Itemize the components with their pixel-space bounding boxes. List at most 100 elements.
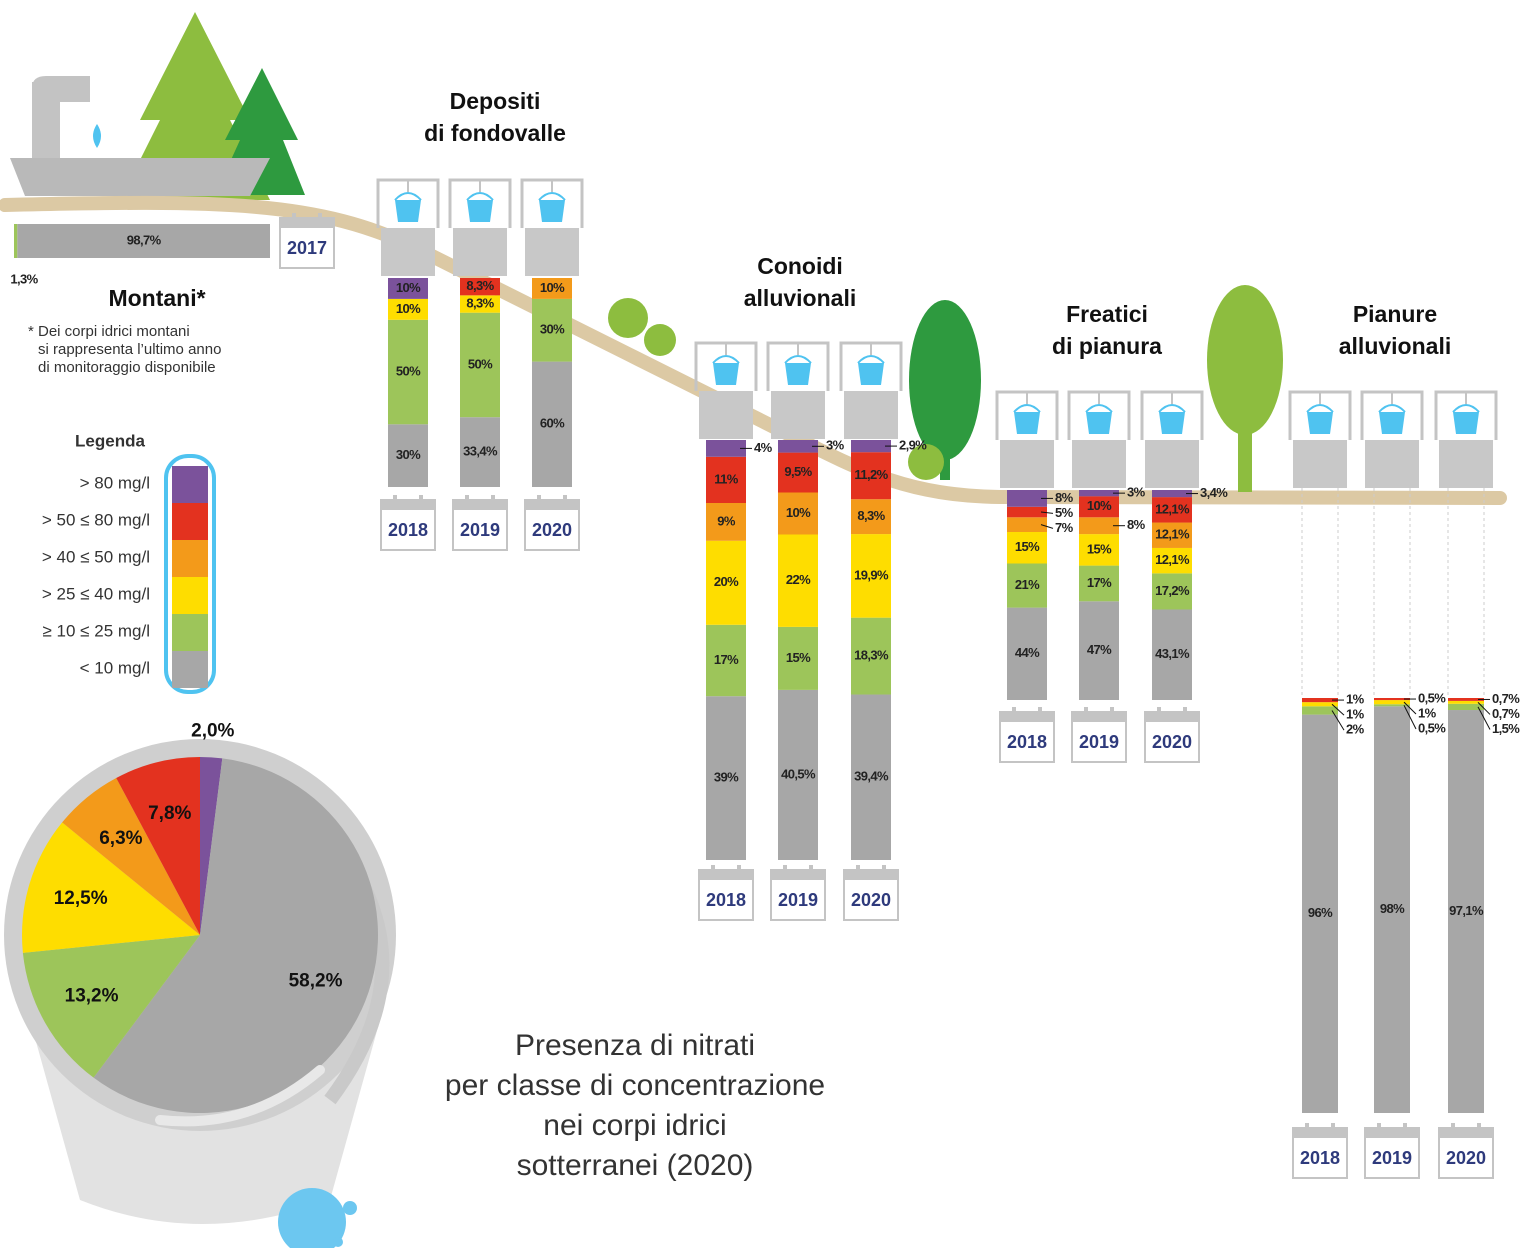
- bar-segment: [1079, 490, 1119, 497]
- bar-segment: [532, 278, 572, 299]
- bucket-handle: [1013, 404, 1041, 413]
- bar-segment: [388, 424, 428, 487]
- value-label: 15%: [1015, 539, 1040, 554]
- bar-segment: [1152, 490, 1192, 498]
- tree: [120, 12, 270, 200]
- value-label: 60%: [540, 416, 565, 431]
- leader-line: [1040, 511, 1054, 514]
- value-label: 33,4%: [463, 444, 498, 459]
- year-label: 2019: [1079, 732, 1119, 752]
- bar-segment: [778, 689, 818, 860]
- bar-segment: [1152, 609, 1192, 700]
- value-label: 8,3%: [466, 278, 494, 293]
- value-label: 98%: [1380, 901, 1405, 916]
- bar-segment: [706, 696, 746, 860]
- bar-segment: [1007, 607, 1047, 700]
- bucket-icon: [1086, 412, 1112, 434]
- value-label: 43,1%: [1155, 646, 1190, 661]
- value-label: 0,7%: [1492, 691, 1520, 706]
- bush: [908, 444, 944, 480]
- bucket-handle: [466, 192, 494, 201]
- bar-segment: [851, 452, 891, 500]
- value-label: 50%: [468, 356, 493, 371]
- pie-label: 58,2%: [289, 971, 343, 992]
- bar-segment: [1079, 496, 1119, 518]
- bucket-handle: [538, 192, 566, 201]
- legend-label: < 10 mg/l: [80, 658, 150, 677]
- year-label: 2020: [532, 520, 572, 540]
- value-label: 39,4%: [854, 769, 889, 784]
- legend-label: > 40 ≤ 50 mg/l: [42, 547, 150, 566]
- value-label: 11%: [714, 471, 739, 486]
- year-label: 2019: [1372, 1148, 1412, 1168]
- value-label: 18,3%: [854, 648, 889, 663]
- value-label: 10%: [396, 280, 421, 295]
- value-label: 4%: [754, 440, 773, 455]
- water-drop: [93, 124, 101, 148]
- year-label: 2018: [1300, 1148, 1340, 1168]
- bar-segment: [1152, 573, 1192, 610]
- bucket-icon: [1453, 412, 1479, 434]
- calendar-ring: [1157, 707, 1161, 717]
- value-label: 0,5%: [1418, 720, 1446, 735]
- caption: nei corpi idrici: [543, 1109, 726, 1142]
- year-label: 2017: [287, 238, 327, 258]
- bar-segment: [1374, 706, 1410, 1113]
- calendar-ring: [1110, 707, 1114, 717]
- pie-label: 2,0%: [191, 720, 234, 741]
- tree-trunk: [940, 440, 950, 480]
- pie-slice: [116, 757, 200, 935]
- calendar-ring: [809, 865, 813, 875]
- calendar-ring: [737, 865, 741, 875]
- caption: Presenza di nitrati: [515, 1029, 755, 1062]
- bar-segment: [778, 452, 818, 493]
- value-label: 3,4%: [1200, 485, 1228, 500]
- bar-segment: [1007, 490, 1047, 507]
- value-label: 3%: [1127, 485, 1146, 500]
- bar-segment: [1302, 702, 1338, 707]
- tree: [909, 300, 981, 460]
- calendar-ring: [393, 495, 397, 505]
- value-label: 96%: [1308, 905, 1333, 920]
- bar-segment: [851, 534, 891, 618]
- bar-segment: [1079, 517, 1119, 535]
- bar-segment: [851, 617, 891, 695]
- bar-segment: [706, 624, 746, 697]
- year-label: 2018: [706, 890, 746, 910]
- calendar-top: [1439, 1128, 1493, 1138]
- bucket-handle: [712, 355, 740, 364]
- calendar-top: [1293, 1128, 1347, 1138]
- year-label: 2018: [388, 520, 428, 540]
- group-title: Montani*: [108, 285, 205, 311]
- pie-label: 7,8%: [148, 803, 191, 824]
- calendar-ring: [292, 213, 296, 223]
- value-label: 40,5%: [781, 766, 816, 781]
- bar-segment: [1007, 506, 1047, 518]
- calendar-ring: [537, 495, 541, 505]
- bucket-icon: [1307, 412, 1333, 434]
- well-box: [525, 228, 579, 276]
- legend-label: > 25 ≤ 40 mg/l: [42, 584, 150, 603]
- year-label: 2020: [851, 890, 891, 910]
- bucket-handle: [1085, 404, 1113, 413]
- calendar-ring: [1084, 707, 1088, 717]
- bar-segment: [532, 361, 572, 487]
- value-label: 9,5%: [784, 464, 812, 479]
- calendar-ring: [1305, 1123, 1309, 1133]
- value-label: 20%: [714, 574, 739, 589]
- footnote: si rappresenta l’ultimo anno: [38, 341, 221, 358]
- well-box: [381, 228, 435, 276]
- group-title: di fondovalle: [424, 120, 566, 146]
- bar-segment: [1374, 698, 1410, 701]
- calendar-ring: [1038, 707, 1042, 717]
- bar-segment: [1302, 698, 1338, 703]
- pie-slice: [93, 758, 378, 1113]
- value-label: 0,5%: [1418, 690, 1446, 705]
- calendar-ring: [1183, 707, 1187, 717]
- value-label: 1%: [1346, 707, 1365, 722]
- value-label: 98,7%: [127, 232, 162, 247]
- bar-segment: [1079, 601, 1119, 700]
- legend-swatch: [172, 540, 208, 577]
- leader-line: [1331, 703, 1345, 716]
- bar-segment: [1448, 698, 1484, 701]
